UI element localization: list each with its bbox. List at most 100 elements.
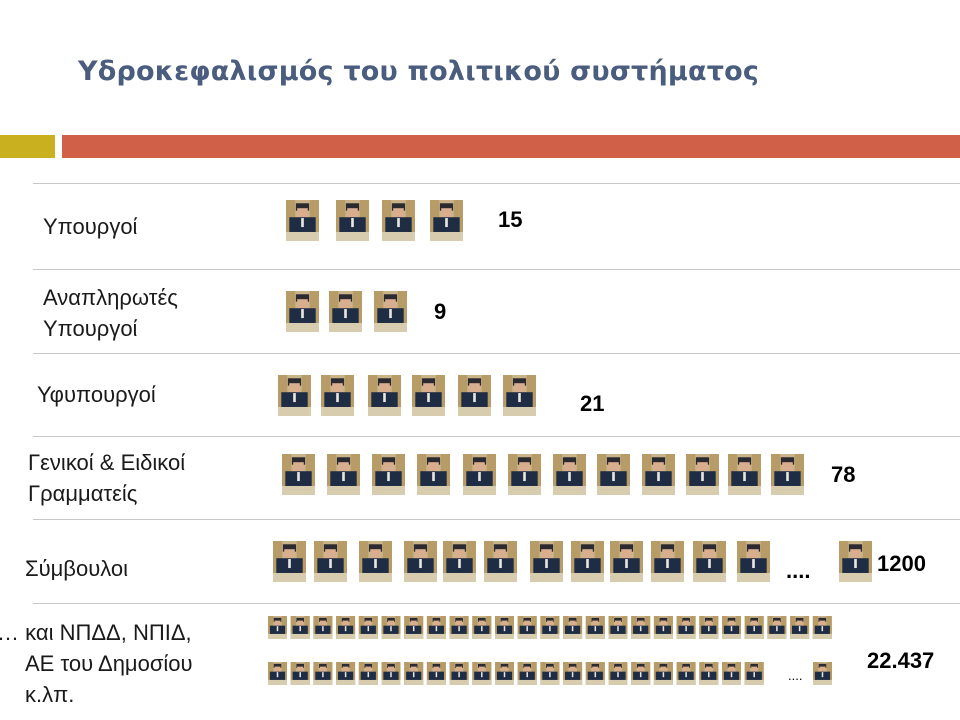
minister-icon <box>314 541 347 582</box>
minister-icon <box>563 616 583 639</box>
minister-icon <box>412 375 445 416</box>
row-divider <box>33 269 960 270</box>
minister-icon <box>737 541 770 582</box>
minister-icon <box>517 662 537 685</box>
category-label: Αναπληρωτές Υπουργοί <box>43 285 178 341</box>
minister-icon <box>382 200 415 241</box>
minister-icon <box>404 662 424 685</box>
minister-icon <box>336 200 369 241</box>
minister-icon <box>585 662 605 685</box>
row-divider <box>33 603 960 604</box>
minister-icon <box>585 616 605 639</box>
minister-icon <box>286 200 319 241</box>
minister-icon <box>313 662 333 685</box>
minister-icon <box>508 454 541 495</box>
minister-icon <box>359 541 392 582</box>
minister-icon <box>358 616 378 639</box>
slide-title: Υδροκεφαλισμός του πολιτικού συστήματος <box>78 56 760 87</box>
minister-icon <box>653 662 673 685</box>
minister-icon <box>443 541 476 582</box>
minister-icon <box>321 375 354 416</box>
row-divider <box>33 436 960 437</box>
value-label: 22.437 <box>867 648 935 673</box>
minister-icon <box>722 662 741 685</box>
ellipsis: .... <box>786 558 811 583</box>
category-label: Σύμβουλοι <box>25 556 129 581</box>
minister-icon <box>699 616 719 639</box>
category-label: … και ΝΠΔΔ, ΝΠΙΔ, ΑΕ του Δημοσίου κ.λπ. <box>0 620 193 707</box>
minister-icon <box>458 375 491 416</box>
minister-icon <box>278 375 311 416</box>
minister-icon <box>608 662 628 685</box>
minister-icon <box>430 200 463 241</box>
minister-icon <box>472 616 492 639</box>
minister-icon <box>404 541 437 582</box>
category-label: Υπουργοί <box>43 214 138 239</box>
minister-icon <box>286 291 319 332</box>
minister-icon <box>290 662 310 685</box>
minister-icon <box>744 616 764 639</box>
minister-icon <box>484 541 517 582</box>
category-label: Υφυπουργοί <box>37 382 156 407</box>
minister-icon <box>651 541 684 582</box>
minister-icon <box>449 662 469 685</box>
minister-icon <box>449 616 469 639</box>
minister-icon <box>426 616 446 639</box>
accent-bar-yellow <box>0 135 55 158</box>
value-label: 78 <box>831 462 856 487</box>
minister-icon <box>540 662 560 685</box>
row-divider <box>33 519 960 520</box>
minister-icon <box>571 541 604 582</box>
minister-icon <box>472 662 492 685</box>
minister-icon <box>290 616 310 639</box>
minister-icon <box>631 616 651 639</box>
minister-icon <box>358 662 378 685</box>
minister-icon <box>813 662 832 685</box>
minister-icon <box>404 616 424 639</box>
minister-icon <box>610 541 643 582</box>
minister-icon <box>676 662 696 685</box>
minister-icon <box>503 375 536 416</box>
minister-icon <box>771 454 804 495</box>
minister-icon <box>329 291 362 332</box>
row-divider <box>33 353 960 354</box>
minister-icon <box>839 541 872 582</box>
minister-icon <box>699 662 719 685</box>
minister-icon <box>517 616 537 639</box>
minister-icon <box>686 454 719 495</box>
value-label: 21 <box>580 391 605 416</box>
minister-icon <box>336 616 356 639</box>
minister-icon <box>722 616 741 639</box>
minister-icon <box>563 662 583 685</box>
minister-icon <box>540 616 560 639</box>
minister-icon <box>268 662 287 685</box>
minister-icon <box>327 454 360 495</box>
value-label: 15 <box>498 207 523 232</box>
minister-icon <box>426 662 446 685</box>
minister-icon <box>495 616 514 639</box>
minister-icon <box>653 616 673 639</box>
ellipsis: .... <box>788 668 803 683</box>
value-label: 1200 <box>877 551 926 576</box>
minister-icon <box>553 454 586 495</box>
minister-icon <box>381 616 401 639</box>
minister-icon <box>282 454 315 495</box>
minister-icon <box>812 616 832 639</box>
minister-icon <box>728 454 761 495</box>
minister-icon <box>693 541 726 582</box>
minister-icon <box>372 454 405 495</box>
minister-icon <box>273 541 306 582</box>
minister-icon <box>530 541 563 582</box>
minister-icon <box>597 454 630 495</box>
minister-icon <box>374 291 407 332</box>
minister-icon <box>381 662 401 685</box>
value-label: 9 <box>434 299 447 324</box>
category-label: Γενικοί & Ειδικοί Γραμματείς <box>28 450 186 506</box>
minister-icon <box>676 616 696 639</box>
row-divider <box>33 183 960 184</box>
minister-icon <box>790 616 810 639</box>
minister-icon <box>463 454 496 495</box>
minister-icon <box>631 662 651 685</box>
minister-icon <box>495 662 514 685</box>
